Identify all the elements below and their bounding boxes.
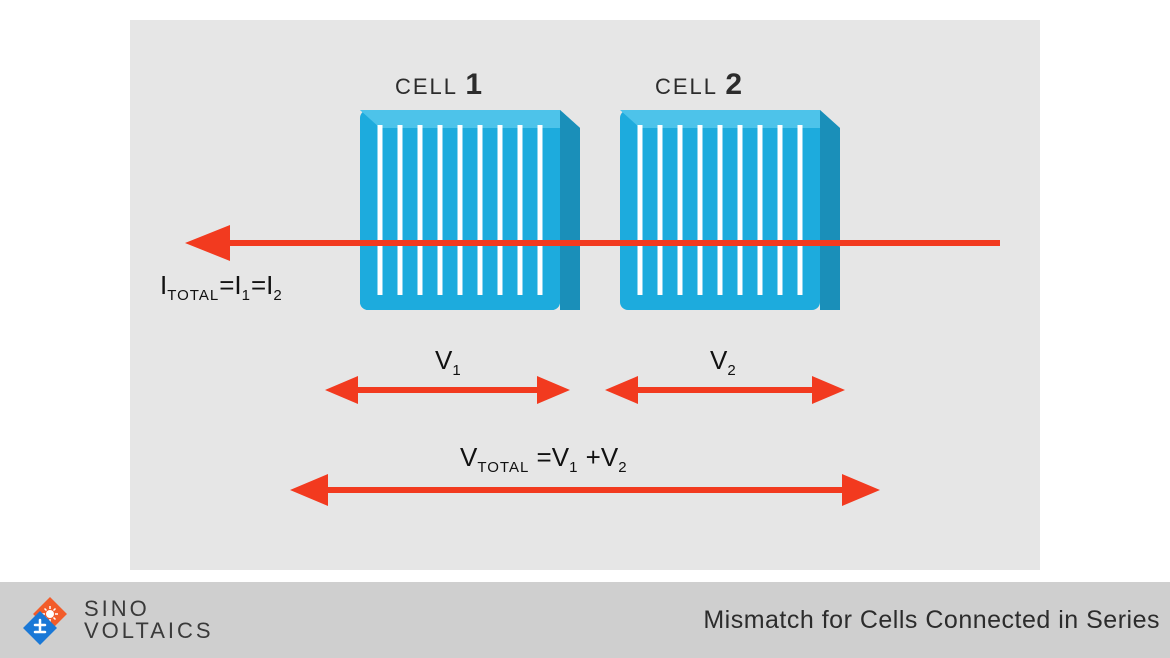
diagram-area: CELL 1 CELL 2 ITOTAL=I1=I2 V1 V2 VTOTAL … [130,20,1040,570]
current-arrow [185,225,1000,261]
cell-2-graphic [620,110,840,310]
footer-bar: SINO VOLTAICS Mismatch for Cells Connect… [0,582,1170,658]
logo-text: SINO VOLTAICS [84,598,214,642]
logo: SINO VOLTAICS [22,592,214,648]
cell-2-label: CELL 2 [655,68,742,102]
footer-caption: Mismatch for Cells Connected in Series [703,606,1160,635]
v2-label: V2 [710,345,737,379]
i-total-formula: ITOTAL=I1=I2 [160,270,283,304]
v1-label: V1 [435,345,462,379]
logo-line-2: VOLTAICS [84,620,214,642]
v2-arrow [605,376,845,404]
logo-icon [22,592,78,648]
cell-1-graphic [360,110,580,310]
vtotal-arrow [290,474,880,506]
logo-line-1: SINO [84,598,214,620]
v1-arrow [325,376,570,404]
v-total-formula: VTOTAL =V1 +V2 [460,442,628,476]
cell-1-label: CELL 1 [395,68,482,102]
